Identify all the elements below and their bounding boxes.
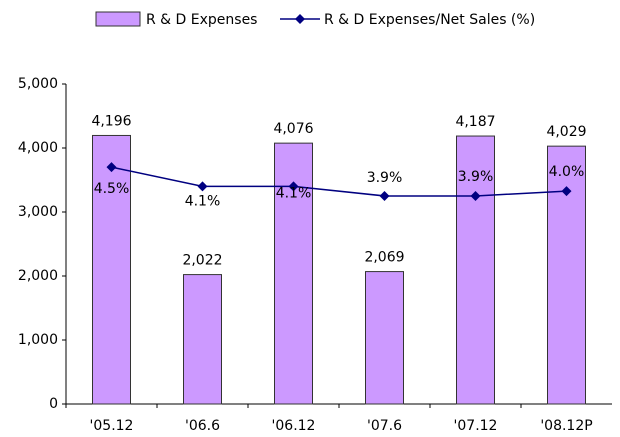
legend-label: R & D Expenses — [146, 12, 257, 28]
line-value-label: 4.1% — [185, 193, 221, 209]
line-marker — [470, 190, 481, 201]
x-tick-label: '07.6 — [367, 418, 402, 434]
bar — [92, 134, 131, 405]
bar — [183, 274, 222, 405]
bar — [365, 271, 404, 405]
line-value-label: 4.0% — [549, 164, 585, 180]
bar-value-label: 2,022 — [182, 253, 222, 269]
line-marker — [197, 181, 208, 192]
line-marker — [561, 186, 572, 197]
line-value-label: 4.5% — [94, 181, 130, 197]
line-marker — [288, 181, 299, 192]
bar-value-label: 4,029 — [546, 124, 586, 140]
legend-swatch-bar — [95, 11, 141, 27]
y-tick-label: 5,000 — [18, 76, 58, 92]
bar-value-label: 4,076 — [273, 121, 313, 137]
line-value-label: 4.1% — [276, 185, 312, 201]
bar — [547, 145, 586, 405]
y-tick-label: 4,000 — [18, 140, 58, 156]
x-tick-label: '06.6 — [185, 418, 220, 434]
line-value-label: 3.9% — [367, 170, 403, 186]
x-tick-label: '06.12 — [272, 418, 316, 434]
y-tick-label: 0 — [49, 396, 58, 412]
line-marker — [379, 190, 390, 201]
line — [111, 166, 567, 197]
line-value-label: 3.9% — [458, 169, 494, 185]
legend-marker — [295, 14, 305, 24]
x-tick-label: '07.12 — [454, 418, 498, 434]
bar — [456, 135, 495, 405]
bar-value-label: 4,187 — [455, 114, 495, 130]
y-tick-label: 2,000 — [18, 268, 58, 284]
y-tick-label: 3,000 — [18, 204, 58, 220]
line-marker — [106, 162, 117, 173]
y-tick-label: 1,000 — [18, 332, 58, 348]
legend-label: R & D Expenses/Net Sales (%) — [324, 12, 535, 28]
x-tick-label: '05.12 — [90, 418, 134, 434]
bar-value-label: 4,196 — [91, 113, 131, 129]
bar-value-label: 2,069 — [364, 250, 404, 266]
x-tick-label: '08.12P — [540, 418, 592, 434]
